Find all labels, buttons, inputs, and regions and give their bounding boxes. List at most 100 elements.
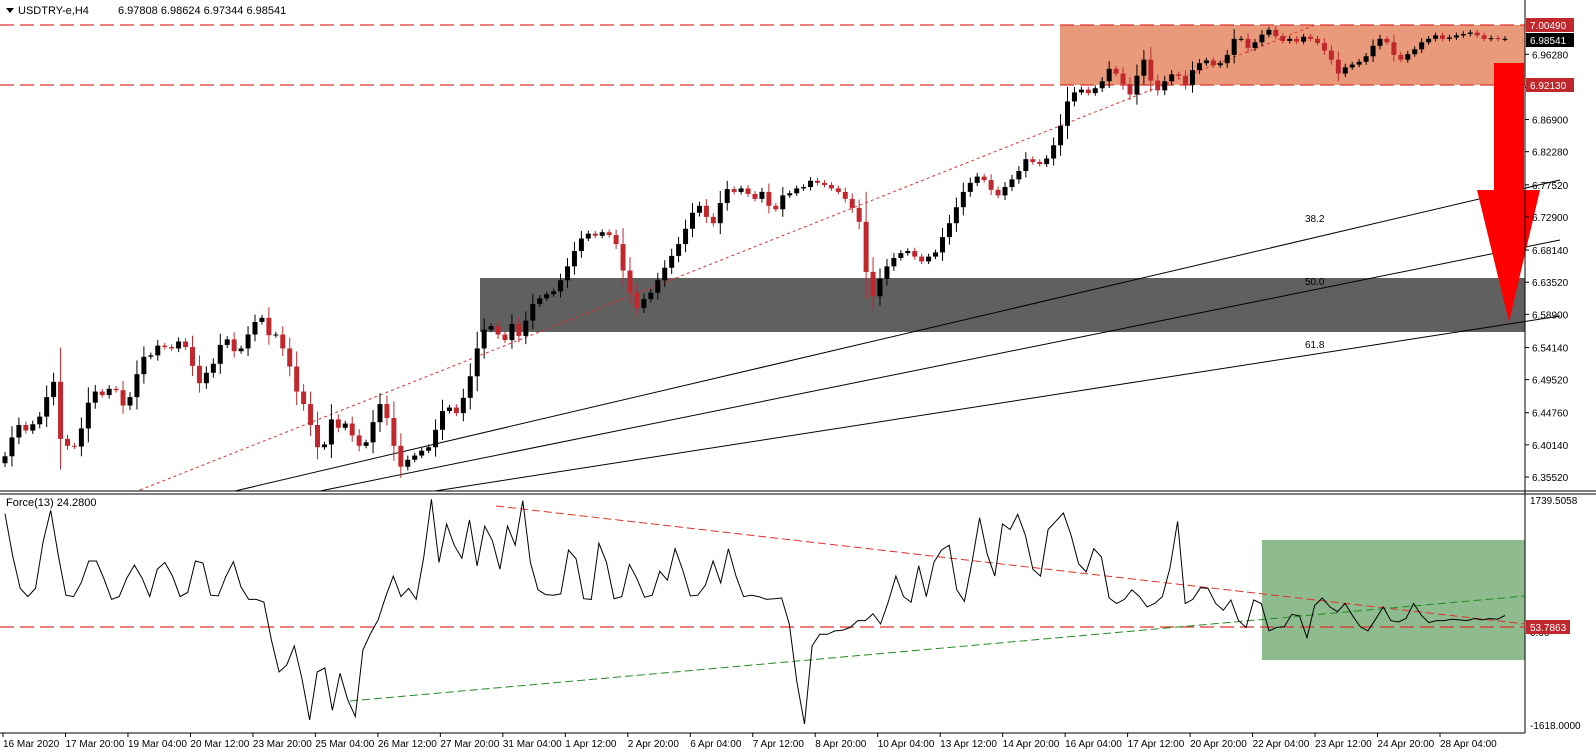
candle-bear (398, 445, 404, 467)
indicator-level-tag: 53.7863 (1526, 620, 1570, 634)
candle-bull (1238, 38, 1244, 40)
candle-bull (690, 212, 695, 229)
candle-bull (467, 376, 473, 398)
candle-bear (731, 189, 737, 192)
candle-bull (1370, 45, 1376, 57)
candle-bear (821, 182, 827, 185)
candle-bull (78, 428, 84, 447)
candle-bull (794, 188, 800, 194)
candle-bull (1460, 33, 1466, 36)
candle-bull (30, 424, 36, 431)
candle-bull (1002, 187, 1008, 196)
candle-bull (1412, 49, 1418, 55)
candle-bull (446, 407, 452, 412)
time-tick-label: 31 Mar 04:00 (503, 739, 562, 750)
price-tag-current: 6.98541 (1526, 33, 1574, 47)
indicator-uptrend-line (349, 595, 1526, 702)
price-tag-resistance-upper-text: 7.00490 (1530, 21, 1567, 32)
candle-bear (863, 221, 869, 272)
candle-bull (523, 320, 529, 336)
candle-bull (106, 388, 112, 396)
candle-bear (1308, 36, 1314, 39)
candle-bull (509, 324, 515, 341)
candle-bear (1037, 161, 1043, 165)
candle-bull (571, 251, 577, 267)
candle-bull (933, 252, 939, 257)
price-tick-label: 6.96280 (1532, 50, 1569, 61)
candle-bull (1106, 68, 1112, 82)
time-tick-label: 28 Apr 04:00 (1440, 739, 1497, 750)
candle-bull (412, 455, 418, 460)
candle-bull (1349, 64, 1355, 68)
candle-bull (1405, 54, 1411, 60)
candle-bull (460, 397, 466, 414)
price-tick-label: 6.68140 (1532, 246, 1569, 257)
candle-bear (71, 445, 77, 447)
candle-bull (1196, 63, 1202, 71)
candle-bull (1419, 42, 1425, 50)
candle-bull (488, 326, 494, 330)
candle-bull (926, 256, 932, 262)
candle-bear (231, 339, 237, 352)
candle-bull (51, 381, 57, 398)
candle-bull (724, 189, 730, 204)
fib-fan-line-618 (434, 315, 1561, 492)
candle-bull (1259, 34, 1265, 43)
candle-bull (405, 459, 411, 467)
candle-bear (287, 348, 293, 367)
candle-bear (495, 326, 501, 335)
candle-bull (1356, 61, 1362, 65)
candle-bear (23, 424, 29, 431)
candle-bear (1391, 42, 1397, 55)
indicator-label: Force(13) 24.2800 (6, 497, 97, 509)
candle-bull (960, 191, 966, 208)
collapse-triangle-icon[interactable] (6, 8, 14, 13)
candle-bull (905, 251, 911, 254)
candle-bear (1294, 38, 1300, 42)
price-tick-label: 6.82280 (1532, 148, 1569, 159)
candle-bull (1224, 54, 1230, 64)
candle-bull (662, 267, 668, 281)
candle-bull (321, 444, 327, 448)
candle-bull (974, 176, 980, 183)
time-tick-label: 27 Mar 20:00 (440, 739, 499, 750)
candle-bull (252, 321, 258, 335)
candle-bear (1113, 68, 1119, 74)
candle-bull (676, 244, 682, 256)
candle-bear (1210, 60, 1216, 66)
candle-bull (1363, 56, 1369, 62)
candle-bear (1315, 38, 1320, 44)
candle-bear (919, 256, 925, 262)
candle-bear (1127, 84, 1133, 95)
candle-bear (266, 317, 272, 336)
candle-bull (696, 205, 702, 213)
time-tick-label: 10 Apr 04:00 (878, 739, 935, 750)
time-tick-label: 17 Mar 20:00 (65, 739, 124, 750)
candle-bull (780, 195, 786, 210)
candle-bull (433, 429, 439, 448)
candle-bear (502, 334, 508, 341)
time-tick-label: 23 Apr 12:00 (1315, 739, 1372, 750)
candle-bull (877, 278, 883, 297)
candle-bear (190, 347, 195, 366)
candle-bull (585, 233, 591, 239)
candle-bear (384, 404, 390, 419)
candle-bull (953, 207, 959, 224)
candle-bull (134, 374, 140, 398)
candle-bear (1321, 43, 1327, 51)
time-tick-label: 25 Mar 04:00 (315, 739, 374, 750)
candle-bear (815, 180, 820, 183)
candle-bull (1502, 38, 1508, 40)
candle-bull (898, 253, 904, 258)
candle-bear (613, 235, 619, 245)
candle-bull (578, 238, 584, 252)
candle-bull (245, 334, 251, 349)
candle-bear (988, 180, 994, 190)
candle-bull (946, 223, 952, 238)
candle-bull (127, 397, 133, 406)
candle-bear (162, 345, 168, 348)
candle-bear (349, 423, 355, 436)
fib-fan-line-500 (319, 239, 1561, 492)
candle-bull (551, 291, 557, 295)
